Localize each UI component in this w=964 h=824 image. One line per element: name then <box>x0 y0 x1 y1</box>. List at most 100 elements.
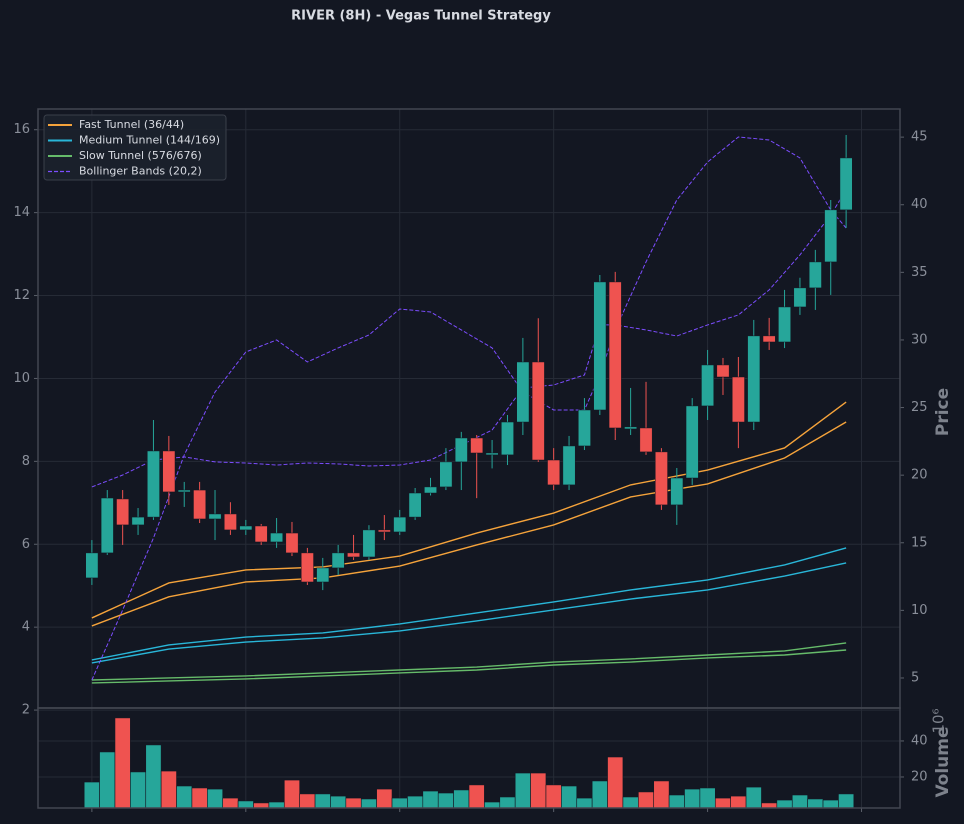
volume-bar <box>838 793 855 809</box>
y2-tick-label: 30 <box>911 332 928 347</box>
y-tick-label: 8 <box>22 454 30 469</box>
candle-body <box>501 421 514 456</box>
candle-body <box>208 513 222 520</box>
y2-tick-label: 25 <box>911 400 928 415</box>
y2-tick-label: 5 <box>911 670 919 685</box>
y2-tick-label: 35 <box>911 265 928 280</box>
volume-bar <box>437 792 454 809</box>
candle-body <box>177 489 191 493</box>
y-tick-label: 4 <box>22 620 30 635</box>
volume-bar <box>699 787 716 809</box>
volume-bar <box>668 794 685 809</box>
volume-bar <box>730 795 747 809</box>
volume-bar <box>622 796 639 809</box>
volume-bar <box>376 788 393 809</box>
candle-body <box>131 516 145 526</box>
volume-bar <box>299 793 316 809</box>
chart-title: RIVER (8H) - Vegas Tunnel Strategy <box>291 9 551 24</box>
legend-box <box>43 114 227 181</box>
candle-body <box>747 335 761 423</box>
tunnel-line <box>91 547 847 661</box>
candle-body <box>100 497 114 554</box>
volume-bar <box>330 795 347 809</box>
candle-body <box>224 513 237 531</box>
volume-bar <box>807 798 824 809</box>
volume-bar <box>253 802 270 809</box>
candle-body <box>793 287 807 308</box>
volume-bar <box>391 797 408 809</box>
tunnel-line <box>91 136 847 681</box>
candle-body <box>593 281 607 411</box>
candle-body <box>347 552 360 558</box>
volume-bar <box>314 793 331 809</box>
volume-bar <box>653 780 670 809</box>
volume-bar <box>191 787 208 809</box>
tunnel-line <box>91 562 847 664</box>
volume-tick-label: 40 <box>911 733 928 748</box>
candle-body <box>377 529 391 533</box>
volume-bar <box>499 796 516 809</box>
candle-body <box>193 489 207 520</box>
candle-body <box>270 532 283 543</box>
volume-offset-label: 10⁶ <box>930 708 948 733</box>
candle-body <box>778 306 791 343</box>
volume-bar <box>283 779 300 809</box>
volume-bar <box>545 784 562 809</box>
volume-bar <box>714 797 731 809</box>
candle-body <box>439 461 453 488</box>
volume-bar <box>453 789 470 809</box>
candle-body <box>547 459 561 486</box>
candle-body <box>578 409 591 447</box>
candle-body <box>731 376 745 423</box>
volume-bar <box>576 797 593 809</box>
candle-body <box>639 427 653 453</box>
volume-tick-label: 20 <box>911 769 928 784</box>
legend-label: Bollinger Bands (20,2) <box>79 165 202 178</box>
volume-bar <box>176 785 193 809</box>
volume-bar <box>237 800 254 809</box>
y-tick-label: 14 <box>13 205 30 220</box>
volume-axis-label: Volume <box>933 726 953 797</box>
candle-body <box>624 426 638 430</box>
candle-body <box>655 451 668 506</box>
candle-body <box>716 364 730 378</box>
y2-tick-label: 20 <box>911 468 928 483</box>
candle-body <box>608 281 622 429</box>
volume-bar <box>561 785 578 809</box>
y-tick-label: 16 <box>13 122 30 137</box>
candle-body <box>331 552 345 569</box>
volume-bar <box>222 797 239 809</box>
candle-body <box>300 552 314 583</box>
candle-body <box>408 492 422 518</box>
volume-bar <box>607 756 624 809</box>
volume-bar <box>776 799 793 809</box>
tunnel-line <box>91 649 847 684</box>
candle-body <box>562 445 576 486</box>
volume-bar <box>345 797 362 809</box>
y2-tick-label: 10 <box>911 603 928 618</box>
y-tick-label: 10 <box>13 371 30 386</box>
volume-bar <box>761 802 778 809</box>
candle-body <box>393 516 407 533</box>
volume-bar <box>638 791 655 809</box>
legend-label: Fast Tunnel (36/44) <box>79 118 184 131</box>
legend-label: Slow Tunnel (576/676) <box>79 149 202 162</box>
candle-body <box>531 361 545 461</box>
volume-frame <box>37 707 901 809</box>
volume-bar <box>360 798 377 809</box>
volume-bar <box>684 788 701 809</box>
volume-bar <box>207 788 224 809</box>
candle-body <box>162 450 176 493</box>
candle-body <box>470 437 484 454</box>
candle-body <box>485 452 499 456</box>
volume-bar <box>591 780 608 809</box>
candle-body <box>254 525 268 543</box>
volume-bar <box>791 794 808 809</box>
candle-body <box>424 486 437 494</box>
tunnel-line <box>91 421 847 627</box>
candle-body <box>85 552 99 579</box>
candle-body <box>839 157 853 211</box>
volume-bar <box>160 770 177 809</box>
volume-bar <box>99 751 116 809</box>
candle-body <box>516 361 530 423</box>
